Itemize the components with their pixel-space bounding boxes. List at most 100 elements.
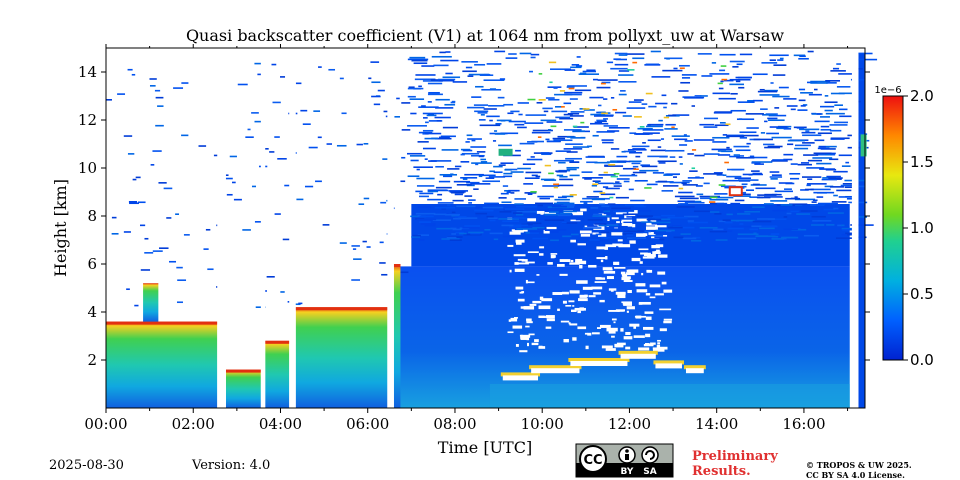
noise-streak <box>407 95 416 98</box>
clear-speckle <box>626 306 635 310</box>
noise-streak <box>422 147 436 150</box>
noise-streak <box>586 69 596 72</box>
noise-dot <box>317 136 322 139</box>
noise-dot <box>271 63 277 66</box>
clear-speckle <box>512 325 523 329</box>
clear-speckle <box>649 296 656 299</box>
clear-speckle <box>520 334 531 338</box>
clear-speckle <box>641 272 644 276</box>
noise-streak <box>691 239 702 242</box>
noise-dot <box>111 232 119 235</box>
noise-streak <box>566 86 575 88</box>
noise-streak <box>821 178 837 181</box>
noise-streak <box>535 202 554 205</box>
clear-speckle <box>648 232 654 235</box>
noise-streak <box>693 139 715 141</box>
clear-speckle <box>531 342 539 346</box>
clear-speckle <box>645 226 658 230</box>
noise-streak <box>549 211 559 213</box>
high-value-dot <box>569 194 577 196</box>
noise-streak <box>615 111 627 114</box>
noise-streak <box>747 99 754 102</box>
x-tick-label: 16:00 <box>782 415 825 433</box>
noise-streak <box>719 122 726 124</box>
noise-dot <box>251 185 257 188</box>
noise-streak <box>575 218 585 221</box>
noise-streak <box>679 197 699 200</box>
noise-streak <box>576 56 581 58</box>
noise-streak <box>730 109 746 112</box>
noise-streak <box>562 222 578 224</box>
noise-streak <box>613 182 622 185</box>
clear-speckle <box>563 338 569 343</box>
clear-speckle <box>663 320 672 324</box>
high-value-dot <box>627 69 635 71</box>
high-value-dot <box>721 78 728 81</box>
high-value-dot <box>537 136 542 138</box>
noise-streak <box>531 131 551 134</box>
noise-dot <box>177 279 187 282</box>
clear-speckle <box>608 330 616 334</box>
noise-streak <box>812 199 818 202</box>
colorbar-multiplier: 1e−6 <box>874 85 901 96</box>
noise-streak <box>679 163 683 165</box>
noise-streak <box>738 179 759 181</box>
clear-speckle <box>577 310 581 314</box>
noise-streak <box>566 136 576 138</box>
noise-streak <box>514 198 526 200</box>
noise-streak <box>607 203 616 205</box>
noise-streak <box>460 161 470 163</box>
noise-streak <box>553 159 574 162</box>
noise-dot <box>351 279 361 281</box>
copyright-line: © TROPOS & UW 2025. <box>806 460 912 470</box>
noise-streak <box>841 227 855 230</box>
clear-speckle <box>515 344 519 347</box>
noise-streak <box>856 58 878 61</box>
noise-streak <box>501 224 514 227</box>
noise-streak <box>557 135 575 138</box>
noise-streak <box>800 105 806 107</box>
clear-speckle <box>636 289 648 293</box>
noise-streak <box>572 146 590 148</box>
noise-streak <box>411 59 428 62</box>
noise-streak <box>771 160 788 162</box>
clear-speckle <box>559 259 571 262</box>
noise-streak <box>561 205 575 207</box>
bl-top-edge <box>393 264 401 267</box>
noise-streak <box>475 212 488 215</box>
noise-streak <box>701 75 713 77</box>
noise-streak <box>498 164 506 166</box>
clear-speckle <box>611 335 615 338</box>
noise-streak <box>731 168 742 171</box>
cc-icon <box>579 445 607 473</box>
noise-streak <box>480 161 488 163</box>
noise-dot <box>313 110 321 112</box>
noise-streak <box>596 86 611 89</box>
noise-streak <box>683 134 687 136</box>
noise-streak <box>603 208 607 211</box>
noise-streak <box>488 104 505 107</box>
noise-dot <box>207 268 214 271</box>
noise-streak <box>451 100 456 103</box>
noise-streak <box>587 219 603 221</box>
noise-dot <box>362 240 367 243</box>
clear-speckle <box>620 271 626 275</box>
bl-fragment <box>265 340 290 408</box>
clear-speckle <box>601 345 613 349</box>
noise-streak <box>563 102 572 105</box>
colorbar-tick-label: 1.5 <box>910 153 934 171</box>
clear-speckle <box>568 322 571 325</box>
noise-streak <box>566 168 577 171</box>
noise-streak <box>759 94 780 96</box>
noise-streak <box>836 63 841 65</box>
noise-streak <box>626 216 647 218</box>
noise-streak <box>508 120 526 123</box>
clear-speckle <box>570 259 574 263</box>
noise-dot <box>401 102 411 104</box>
noise-streak <box>658 162 666 164</box>
clear-speckle <box>526 337 530 341</box>
noise-streak <box>476 151 486 153</box>
noise-streak <box>768 114 787 117</box>
bl-top-edge <box>106 321 218 325</box>
noise-streak <box>721 150 733 153</box>
